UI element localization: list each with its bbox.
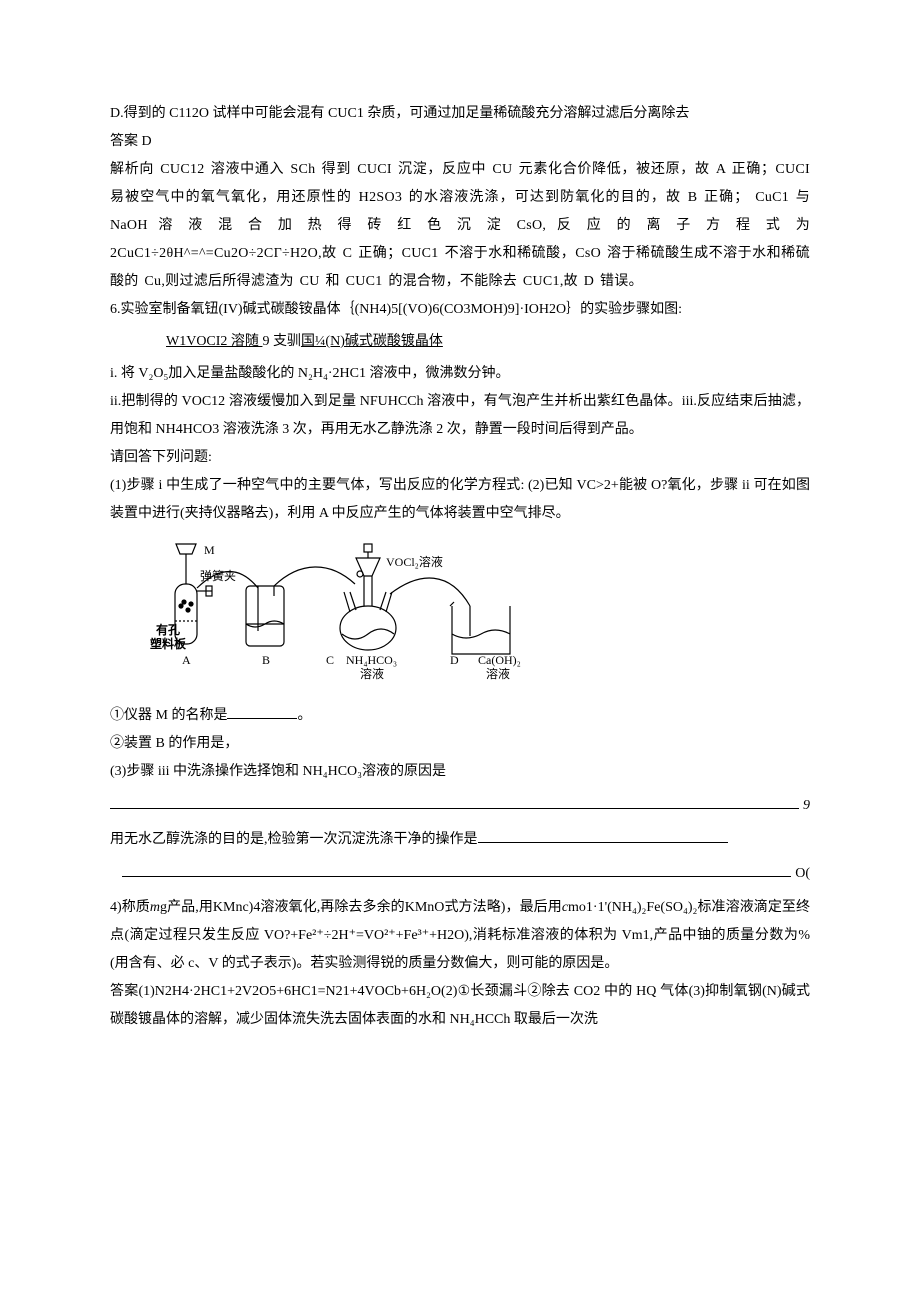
flow-title-part-mid: 9 支驯 — [262, 334, 301, 349]
label-nh4hco3-b: 溶液 — [360, 666, 384, 681]
label-a: A — [182, 653, 191, 667]
sub-question-1-2: (1)步骤 i 中生成了一种空气中的主要气体，写出反应的化学方程式: (2)已知… — [110, 472, 810, 528]
flow-title: W1VOCI2 溶随 9 支驯国¼(N)碱式碳酸镀晶体 — [166, 328, 810, 356]
label-b: B — [262, 653, 270, 667]
label-caoh2-b: 溶液 — [486, 666, 510, 681]
blank-ethanol — [478, 828, 728, 843]
answer-prompt: 请回答下列问题: — [110, 444, 810, 472]
q-m-name-text: ①仪器 M 的名称是 — [110, 708, 227, 723]
label-plastic-plate: 塑料板 — [150, 636, 187, 651]
sub-question-2-2: ②装置 B 的作用是， — [110, 730, 810, 758]
q4-part-a: 4)称质 — [110, 900, 150, 915]
q-m-suffix: 。 — [297, 708, 311, 723]
label-m: M — [204, 543, 215, 557]
apparatus-diagram: M 弹簧夹 有孔 塑料板 VOCl₂溶液 NH₄HCO₃ 溶液 Ca(OH)₂ … — [150, 536, 810, 702]
label-spring-clip: 弹簧夹 — [200, 568, 236, 583]
label-caoh2: Ca(OH)₂ — [478, 653, 521, 667]
flow-title-part-a: W1VOCI2 溶随 — [166, 334, 262, 349]
label-d: D — [450, 653, 459, 667]
flow-title-part-b: 国¼(N)碱式碳酸镀晶体 — [301, 334, 443, 349]
blank-end-2: O( — [795, 860, 810, 888]
sub-question-2-1: ①仪器 M 的名称是 。 — [110, 702, 810, 730]
q4-italic-m: m — [150, 900, 160, 915]
answer-label: 答案 D — [110, 128, 810, 156]
label-nh4hco3: NH₄HCO₃ — [346, 653, 397, 667]
q-ethanol-text: 用无水乙醇洗涤的目的是,检验第一次沉淀洗涤干净的操作是 — [110, 832, 478, 847]
q4-part-b: g产品,用KMnc)4溶液氧化,再除去多余的KMnO式方法略)，最后用 — [160, 900, 562, 915]
question-6-stem: 6.实验室制备氧钮(IV)碱式碳酸铵晶体｛(NH4)5[(VO)6(CO3MOH… — [110, 296, 810, 324]
apparatus-svg: M 弹簧夹 有孔 塑料板 VOCl₂溶液 NH₄HCO₃ 溶液 Ca(OH)₂ … — [150, 536, 540, 691]
blank-row-1: 9 — [110, 792, 810, 820]
blank-line-1 — [110, 794, 799, 809]
option-d-text: D.得到的 C112O 试样中可能会混有 CUC1 杂质，可通过加足量稀硫酸充分… — [110, 100, 810, 128]
answer-block: 答案(1)N2H4·2HC1+2V2O5+6HC1=N21+4VOCb+6H₂O… — [110, 978, 810, 1034]
sub-question-3b: 用无水乙醇洗涤的目的是,检验第一次沉淀洗涤干净的操作是 — [110, 826, 810, 854]
label-vocl2: VOCl₂溶液 — [386, 554, 443, 569]
label-porous: 有孔 — [156, 622, 180, 637]
blank-line-2 — [122, 862, 791, 877]
blank-m-name — [227, 704, 297, 719]
blank-row-2: O( — [110, 860, 810, 888]
step-i-text: i. 将 V₂O₅加入足量盐酸酸化的 N₂H₄·2HC1 溶液中，微沸数分钟。 — [110, 360, 810, 388]
explanation-text: 解析向 CUC12 溶液中通入 SCh 得到 CUCI 沉淀，反应中 CU 元素… — [110, 156, 810, 296]
sub-question-4: 4)称质mg产品,用KMnc)4溶液氧化,再除去多余的KMnO式方法略)，最后用… — [110, 894, 810, 978]
sub-question-3: (3)步骤 iii 中洗涤操作选择饱和 NH₄HCO₃溶液的原因是 — [110, 758, 810, 786]
blank-end-1: 9 — [803, 792, 810, 820]
label-c: C — [326, 653, 334, 667]
step-ii-iii-text: ii.把制得的 VOC12 溶液缓慢加入到足量 NFUHCCh 溶液中，有气泡产… — [110, 388, 810, 444]
